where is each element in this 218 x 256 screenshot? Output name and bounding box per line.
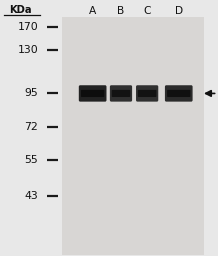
FancyBboxPatch shape: [112, 90, 130, 97]
Bar: [62, 17, 204, 255]
FancyBboxPatch shape: [138, 90, 157, 97]
FancyBboxPatch shape: [110, 85, 132, 102]
Text: 130: 130: [17, 45, 38, 55]
Bar: [62, 17, 204, 255]
Text: 43: 43: [24, 191, 38, 201]
Text: 55: 55: [24, 155, 38, 165]
Text: A: A: [89, 6, 96, 16]
FancyBboxPatch shape: [165, 85, 193, 102]
Text: B: B: [117, 6, 125, 16]
FancyBboxPatch shape: [136, 85, 158, 102]
Text: KDa: KDa: [9, 5, 32, 15]
FancyBboxPatch shape: [79, 85, 106, 102]
Text: 170: 170: [17, 22, 38, 32]
Text: 72: 72: [24, 122, 38, 132]
FancyBboxPatch shape: [167, 90, 191, 97]
Text: C: C: [143, 6, 151, 16]
Text: D: D: [175, 6, 183, 16]
Text: 95: 95: [24, 88, 38, 99]
FancyBboxPatch shape: [81, 90, 104, 97]
